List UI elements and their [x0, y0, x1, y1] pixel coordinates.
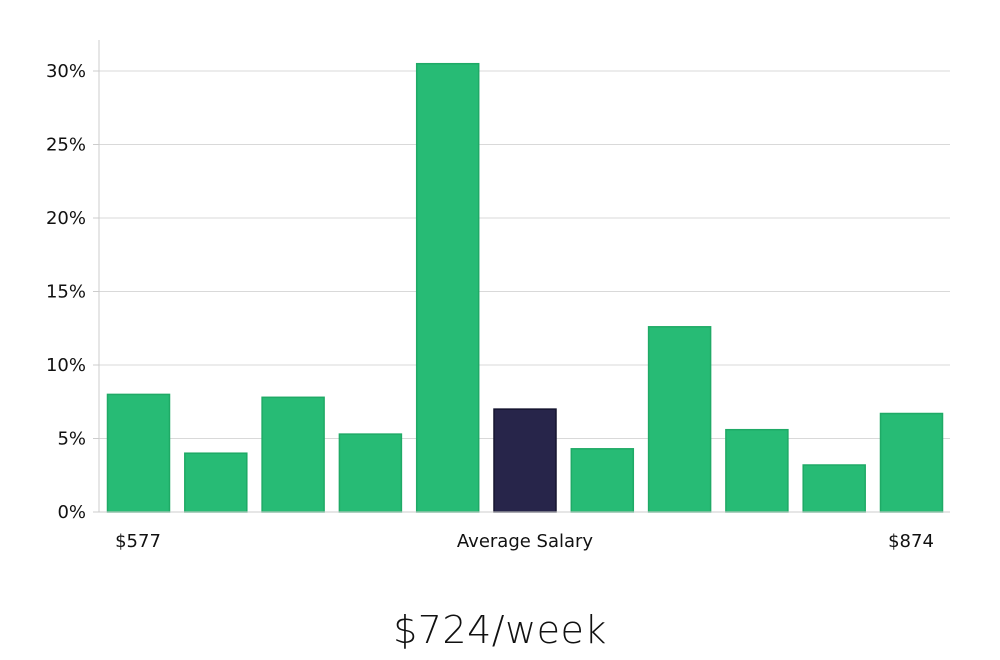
bar: [570, 448, 635, 513]
y-tick-label: 25%: [46, 135, 86, 156]
bar: [879, 412, 944, 513]
x-axis-label: Average Salary: [457, 531, 594, 552]
y-tick-label: 10%: [46, 355, 86, 376]
y-tick-label: 15%: [46, 282, 86, 303]
y-tick-label: 0%: [57, 502, 86, 523]
bar: [338, 433, 403, 513]
bar: [725, 428, 789, 513]
bar: [647, 326, 712, 513]
bars: [106, 62, 944, 513]
x-right-label: $874: [888, 531, 934, 552]
gridlines: [99, 70, 950, 439]
bar: [415, 62, 480, 513]
bar: [802, 464, 866, 513]
y-tick-label: 30%: [46, 61, 86, 82]
y-tick-labels: 0% 5% 10% 15% 20% 25% 30%: [46, 61, 99, 523]
average-salary-value: $724/week: [393, 608, 607, 652]
y-tick-label: 20%: [46, 208, 86, 229]
x-left-label: $577: [115, 531, 161, 552]
y-tick-label: 5%: [57, 429, 86, 450]
bar: [261, 396, 325, 513]
salary-histogram: 0%5%10%15%20%25%30% $577 Average Salary …: [46, 40, 950, 552]
bar: [106, 393, 171, 513]
bar-average-salary: [493, 408, 557, 513]
bar: [184, 452, 248, 513]
